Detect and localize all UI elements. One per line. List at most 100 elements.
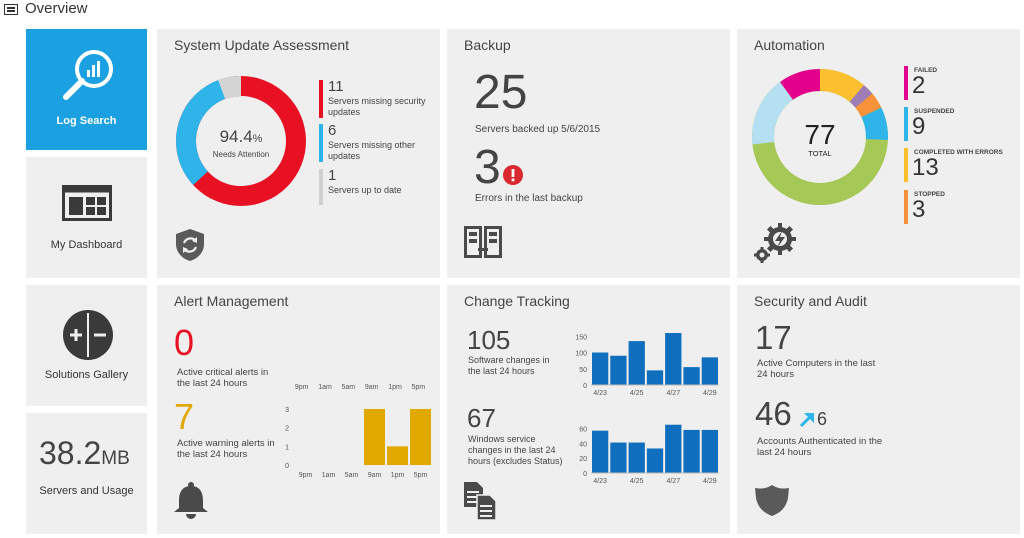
automation-title: Automation xyxy=(754,37,825,53)
software-chart-bar xyxy=(628,341,645,385)
software-chart-bar xyxy=(665,333,682,385)
software-chart-ytick: 100 xyxy=(575,351,587,358)
automation-suspended-label: SUSPENDED xyxy=(914,108,955,115)
legend-uptodate-bar xyxy=(319,169,323,205)
plus-minus-icon xyxy=(63,310,113,360)
critical-alerts-value: 0 xyxy=(174,322,195,363)
automation-completed-errors-value: 13 xyxy=(912,154,939,181)
automation-stopped-bar xyxy=(904,190,908,224)
backup-servers-label: Servers backed up 5/6/2015 xyxy=(475,124,601,135)
critical-chart-xtick: 1pm xyxy=(388,384,402,391)
gear-lightning-icon xyxy=(754,223,796,263)
warning-alerts-value: 7 xyxy=(174,396,195,437)
software-chart-xtick: 4/29 xyxy=(703,390,717,397)
backup-errors-value: 3 xyxy=(474,141,501,194)
critical-chart-xtick: 9pm xyxy=(295,384,309,391)
warning-chart-bar xyxy=(387,446,408,465)
update-center-value: 94.4% xyxy=(217,127,265,147)
automation-donut xyxy=(752,69,888,205)
accounts-label: Accounts Authenticated in the last 24 ho… xyxy=(757,436,883,458)
windows-chart-bar xyxy=(683,429,700,473)
windows-chart-xtick: 4/29 xyxy=(703,478,717,485)
warning-chart-bar xyxy=(364,409,385,465)
backup-servers-value: 25 xyxy=(474,66,528,119)
automation-failed-bar xyxy=(904,66,908,100)
windows-chart-ytick: 60 xyxy=(579,426,587,433)
change-files-icon xyxy=(464,482,497,521)
usage-number: 38.2 xyxy=(39,435,102,471)
warning-chart-ytick: 2 xyxy=(285,426,289,433)
windows-changes-label: Windows service changes in the last 24 h… xyxy=(468,434,563,466)
critical-chart-xaxis: 9pm 1am 5am 9am 1pm 5pm xyxy=(295,384,426,391)
solutions-gallery-label: Solutions Gallery xyxy=(44,369,129,381)
servers-usage-label: Servers and Usage xyxy=(39,485,134,497)
solutions-gallery-tile[interactable]: Solutions Gallery xyxy=(26,285,147,406)
windows-chart-bar xyxy=(701,429,718,473)
software-chart-xtick: 4/23 xyxy=(593,390,607,397)
window-title: Overview xyxy=(25,0,88,17)
shield-icon xyxy=(755,485,789,516)
warning-chart-bar xyxy=(410,409,431,465)
active-computers-value: 17 xyxy=(755,319,792,356)
legend-other-bar xyxy=(319,124,323,162)
software-chart-bar xyxy=(646,370,664,385)
automation-stopped-label: STOPPED xyxy=(914,191,945,198)
windows-chart-xtick: 4/27 xyxy=(666,478,680,485)
automation-completed-errors-bar xyxy=(904,148,908,182)
arrow-up-right-icon xyxy=(799,413,814,428)
software-chart-ytick: 0 xyxy=(583,383,587,390)
software-chart-ytick: 50 xyxy=(579,367,587,374)
alert-management-tile[interactable]: Alert Management 0 Active critical alert… xyxy=(157,285,440,534)
warning-alerts-label: Active warning alerts in the last 24 hou… xyxy=(177,438,275,460)
windows-chart-ytick: 40 xyxy=(579,441,587,448)
dashboard-icon xyxy=(62,185,112,221)
legend-security-label: Servers missing security updates xyxy=(328,96,426,117)
system-update-title: System Update Assessment xyxy=(174,37,350,53)
warning-chart-xtick: 9am xyxy=(368,472,382,479)
legend-security-value: 11 xyxy=(328,78,344,95)
software-chart-xtick: 4/25 xyxy=(630,390,644,397)
warning-chart-xtick: 1pm xyxy=(391,472,405,479)
accounts-value: 46 xyxy=(755,395,792,432)
windows-chart-bar xyxy=(592,430,609,473)
legend-security-bar xyxy=(319,80,323,118)
warning-chart-ytick: 3 xyxy=(285,407,289,414)
windows-chart-bar xyxy=(610,442,627,473)
software-chart-bar xyxy=(610,355,627,385)
automation-tile[interactable]: Automation 77 TOTAL FAILED 2 SUSPENDED 9… xyxy=(737,29,1020,278)
critical-chart-xtick: 5pm xyxy=(412,384,426,391)
system-update-tile[interactable]: System Update Assessment 94.4% Needs Att… xyxy=(157,29,440,278)
automation-suspended-bar xyxy=(904,107,908,141)
critical-chart-xtick: 5am xyxy=(342,384,356,391)
software-changes-value: 105 xyxy=(467,325,511,355)
critical-chart-xtick: 1am xyxy=(318,384,332,391)
log-search-tile[interactable]: Log Search xyxy=(26,29,147,150)
automation-suspended-value: 9 xyxy=(912,113,926,140)
accounts-delta: 6 xyxy=(817,409,828,429)
windows-chart-bar xyxy=(628,442,645,473)
error-icon xyxy=(503,165,523,185)
usage-unit: MB xyxy=(101,448,130,469)
bell-icon xyxy=(174,482,208,519)
windows-chart-bar xyxy=(665,424,682,473)
windows-chart-xtick: 4/23 xyxy=(593,478,607,485)
automation-failed-label: FAILED xyxy=(914,67,938,74)
security-audit-tile[interactable]: Security and Audit 17 Active Computers i… xyxy=(737,285,1020,534)
my-dashboard-label: My Dashboard xyxy=(50,239,123,251)
my-dashboard-tile[interactable]: My Dashboard xyxy=(26,157,147,278)
critical-chart-xtick: 9am xyxy=(365,384,379,391)
active-computers-label: Active Computers in the last 24 hours xyxy=(757,358,876,380)
backup-tile[interactable]: Backup 25 Servers backed up 5/6/2015 3 E… xyxy=(447,29,730,278)
automation-total-label: TOTAL xyxy=(808,149,832,158)
legend-uptodate-value: 1 xyxy=(328,167,337,184)
servers-usage-tile[interactable]: 38.2MB Servers and Usage xyxy=(26,413,147,534)
warning-chart-ytick: 1 xyxy=(285,444,289,451)
update-percent: 94.4 xyxy=(219,127,253,146)
windows-changes-value: 67 xyxy=(467,403,496,433)
software-chart-bar xyxy=(683,367,700,385)
windows-chart-xtick: 4/25 xyxy=(630,478,644,485)
software-chart-bar xyxy=(701,357,718,385)
change-tracking-tile[interactable]: Change Tracking 105 Software changes in … xyxy=(447,285,730,534)
change-tracking-title: Change Tracking xyxy=(464,293,570,309)
legend-uptodate-label: Servers up to date xyxy=(328,185,402,195)
